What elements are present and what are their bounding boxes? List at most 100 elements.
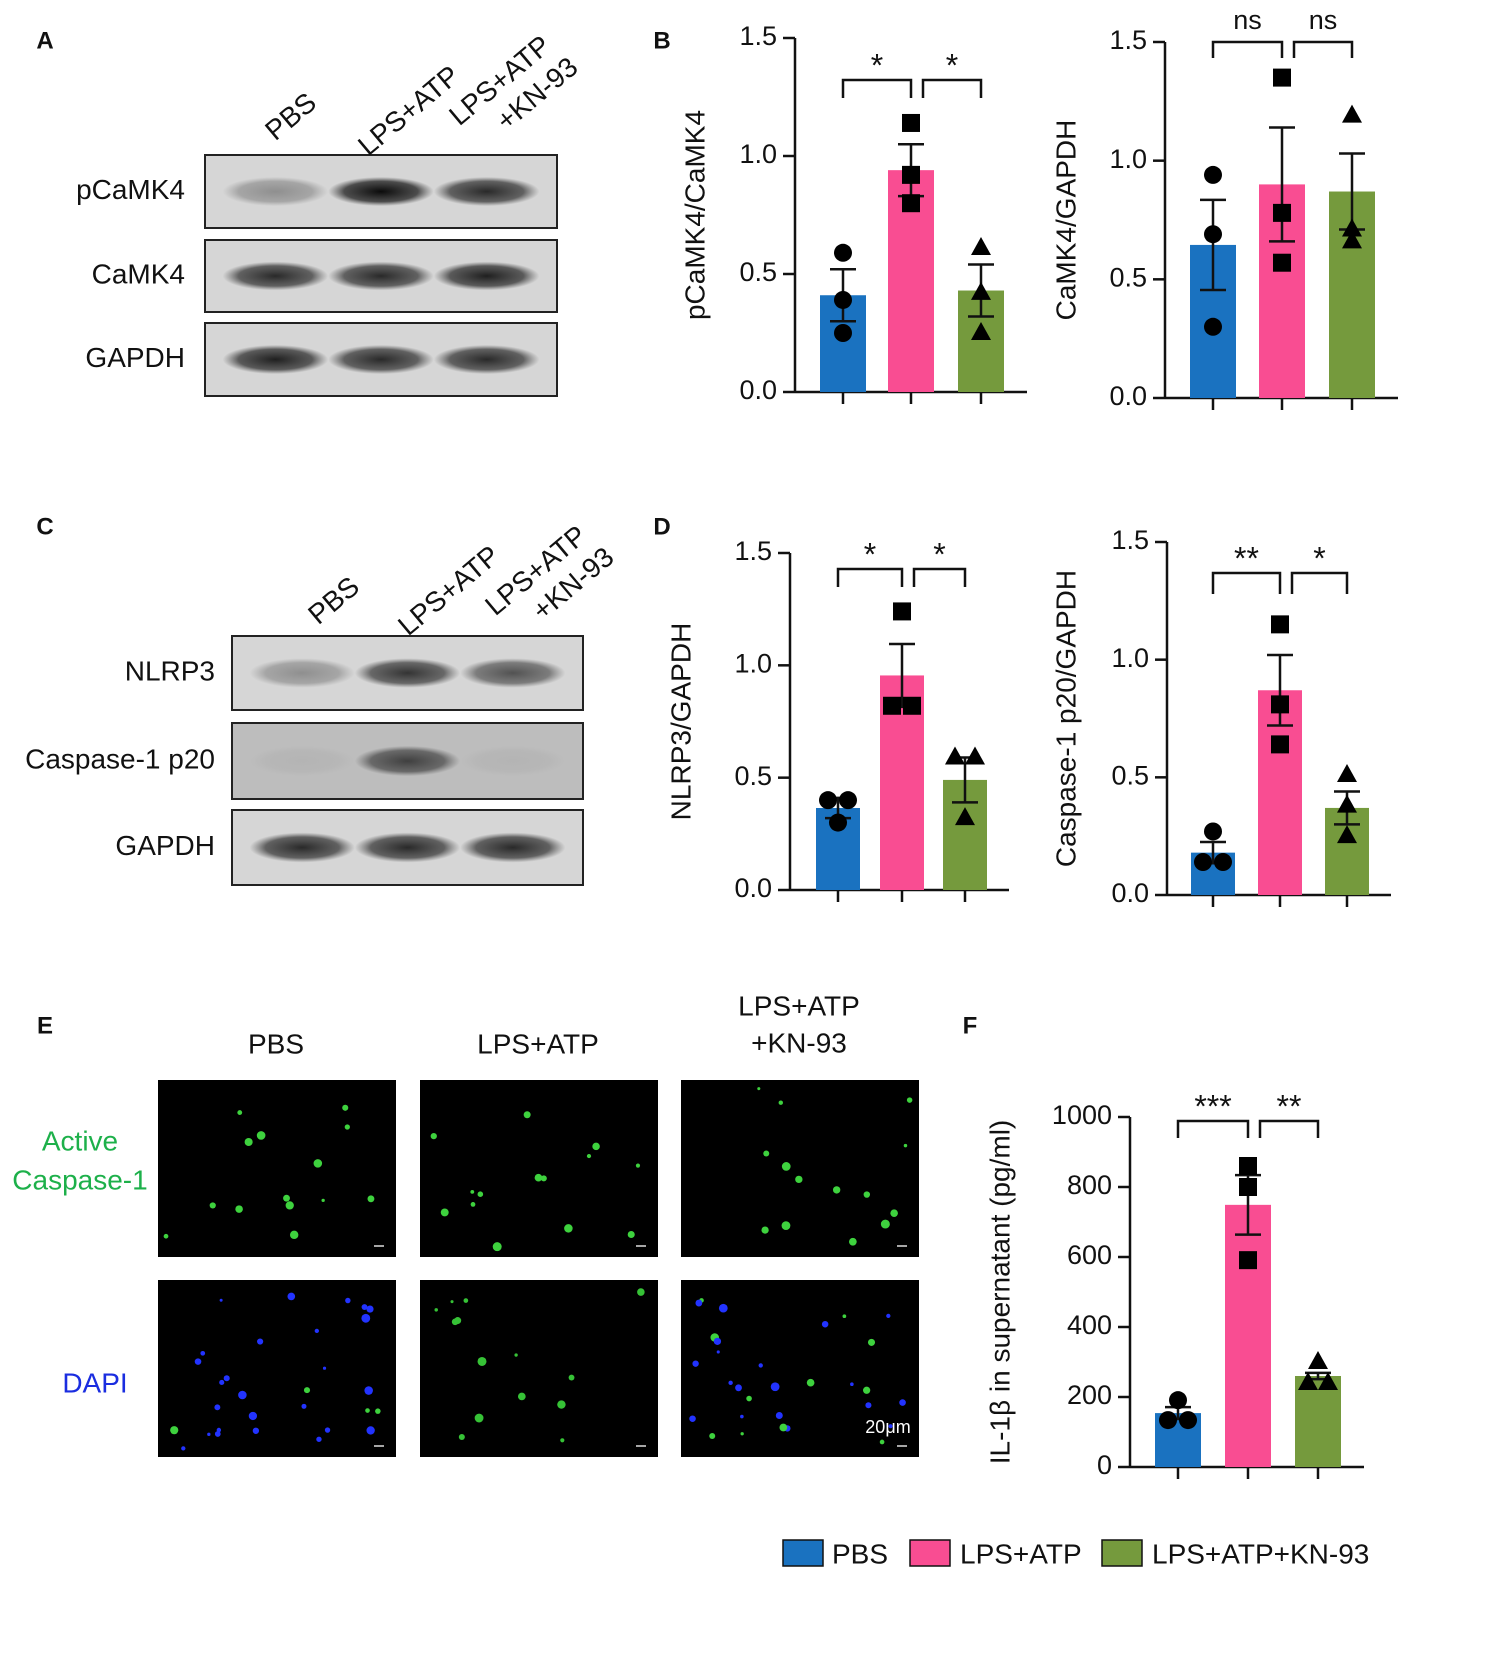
significance-label: *** <box>1194 1088 1231 1124</box>
blot-band <box>222 176 329 207</box>
blot-row-label: GAPDH <box>115 830 215 861</box>
cell <box>795 1175 803 1184</box>
significance-bracket <box>1258 1119 1320 1138</box>
cell <box>880 1219 890 1229</box>
cell <box>361 1313 371 1323</box>
micrograph <box>420 1080 658 1257</box>
cell <box>321 1198 325 1203</box>
cell <box>763 1150 770 1157</box>
cell <box>470 1202 476 1207</box>
lane-label: PBS <box>259 87 322 147</box>
y-tick-label: 0 <box>1097 1450 1112 1480</box>
cell <box>450 1300 454 1304</box>
y-tick-label: 1.5 <box>1109 25 1147 55</box>
cell <box>256 1131 266 1140</box>
micrograph <box>158 1080 396 1257</box>
cell <box>746 1395 752 1402</box>
cell <box>463 1298 469 1303</box>
y-tick-label: 0.5 <box>734 761 772 791</box>
bar <box>1295 1376 1341 1467</box>
cell <box>342 1104 349 1111</box>
cell <box>695 1299 703 1307</box>
point <box>893 602 911 621</box>
legend-label: LPS+ATP+KN-93 <box>1152 1538 1369 1569</box>
blot-band <box>433 176 540 207</box>
cell <box>223 1375 230 1382</box>
cell <box>781 1162 791 1171</box>
point <box>902 194 920 213</box>
cell <box>517 1392 526 1401</box>
cell <box>366 1305 374 1313</box>
point <box>1273 68 1291 87</box>
y-tick-label: 400 <box>1067 1310 1112 1340</box>
blot-band <box>354 658 461 688</box>
cell <box>692 1360 699 1367</box>
point <box>1308 1351 1328 1369</box>
y-tick-label: 0.5 <box>739 257 777 287</box>
y-tick-label: 1.0 <box>1111 643 1149 673</box>
panel-letter: B <box>653 27 670 54</box>
lane-label-group: PBS <box>302 571 365 631</box>
image-column-label: LPS+ATP <box>477 1028 599 1059</box>
cell <box>560 1438 565 1443</box>
cell <box>289 1230 299 1240</box>
significance-label: * <box>864 536 876 572</box>
cell <box>592 1142 600 1151</box>
point <box>1214 853 1232 872</box>
point <box>965 746 985 765</box>
cell <box>890 1209 898 1217</box>
legend-swatch <box>909 1539 951 1567</box>
cell <box>219 1298 223 1302</box>
cell <box>635 1163 641 1168</box>
significance-label: ** <box>1277 1088 1302 1124</box>
significance-bracket <box>1290 571 1349 594</box>
legend-label: PBS <box>832 1538 888 1569</box>
point <box>1342 218 1362 237</box>
cell <box>194 1358 202 1365</box>
point <box>903 696 921 715</box>
y-axis-title: NLRP3/GAPDH <box>665 623 696 821</box>
cell <box>886 1313 891 1318</box>
cell <box>214 1404 221 1411</box>
y-tick-label: 0.5 <box>1111 760 1149 790</box>
significance-bracket <box>1211 40 1284 58</box>
point <box>1204 165 1222 184</box>
cell <box>492 1242 502 1252</box>
panel-letter: E <box>37 1012 53 1039</box>
point <box>955 807 975 826</box>
lane-label-group: LPS+ATP+KN-93 <box>479 519 619 626</box>
point <box>1337 825 1357 844</box>
y-tick-label: 1.0 <box>1109 144 1147 174</box>
cell <box>235 1205 243 1213</box>
panel-letter: F <box>963 1012 978 1039</box>
cell <box>534 1173 543 1182</box>
panel-letter: C <box>36 513 53 540</box>
cell <box>778 1100 783 1105</box>
cell <box>474 1413 484 1423</box>
error-bar <box>1267 653 1293 727</box>
cell <box>627 1230 635 1239</box>
blot-band <box>354 745 461 777</box>
cell <box>906 1097 913 1103</box>
cell <box>781 1221 791 1231</box>
cell <box>848 1237 857 1246</box>
cell <box>324 1427 331 1433</box>
point <box>1273 203 1291 222</box>
cell <box>761 1226 769 1234</box>
panel-letter: D <box>653 513 670 540</box>
y-tick-label: 1.0 <box>734 648 772 678</box>
cell <box>716 1350 720 1354</box>
blot-band <box>249 745 355 777</box>
y-tick-label: 0.0 <box>734 873 772 903</box>
point <box>945 746 965 765</box>
error-bar <box>1200 198 1226 292</box>
cell <box>821 1320 829 1328</box>
error-bar <box>1269 126 1295 243</box>
cell <box>207 1432 211 1437</box>
cell <box>586 1153 592 1159</box>
blot-row-label: pCaMK4 <box>76 174 185 205</box>
blot-band <box>433 344 540 375</box>
point <box>1239 1251 1257 1270</box>
point <box>1337 763 1357 782</box>
